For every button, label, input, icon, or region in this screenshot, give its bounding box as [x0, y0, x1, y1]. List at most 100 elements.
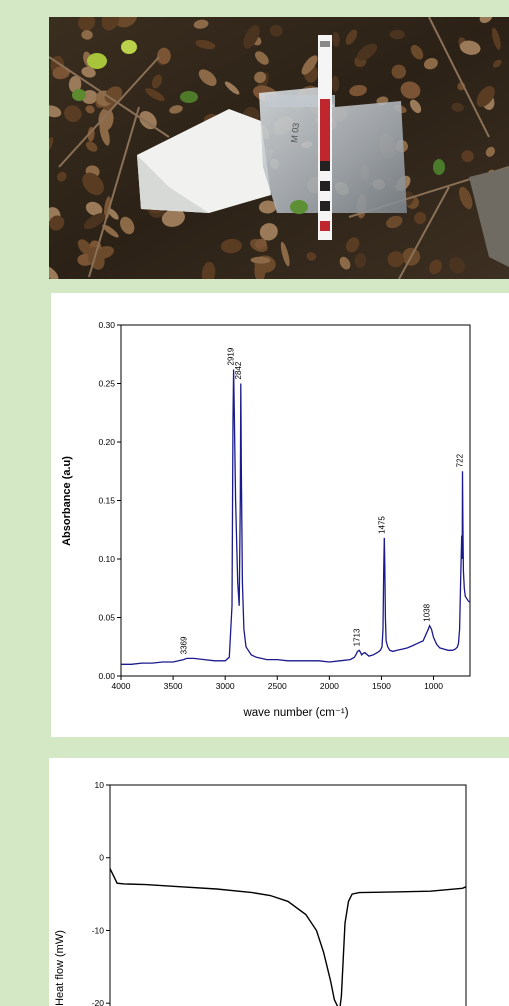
dry-leaf — [85, 201, 103, 216]
ftir-peak-label: 722 — [455, 453, 464, 467]
dsc-chart: 10 0 -10 -20 Heat flow (mW) — [54, 780, 467, 1006]
dry-leaf — [195, 39, 216, 50]
ftir-x-tick-label: 1500 — [372, 681, 391, 691]
dry-leaf — [332, 32, 340, 48]
dry-leaf — [254, 238, 267, 249]
dry-leaf — [349, 84, 367, 97]
dry-leaf — [409, 99, 422, 114]
ftir-chart: 0.00 0.05 0.10 0.15 0.20 0.25 0.30 4000 3500 300… — [61, 320, 471, 719]
dry-leaf — [102, 224, 119, 238]
dsc-heatflow-line — [109, 868, 467, 1006]
dry-leaf — [224, 81, 240, 95]
ftir-spectrum-line — [121, 369, 471, 665]
dry-leaf — [451, 102, 464, 112]
ftir-y-tick-label: 0.15 — [98, 496, 115, 506]
ftir-y-tick-label: 0.00 — [98, 671, 115, 681]
ftir-x-tick-label: 2500 — [268, 681, 287, 691]
dry-leaf — [201, 261, 216, 279]
ftir-x-tick-label: 1000 — [424, 681, 443, 691]
dry-leaf — [414, 212, 427, 225]
dry-leaf — [98, 107, 114, 131]
dsc-y-tick-label: -10 — [92, 925, 105, 935]
dry-leaf — [354, 253, 367, 268]
ftir-peak-label: 2919 — [227, 347, 236, 365]
dry-leaf — [57, 171, 67, 182]
dry-leaf — [243, 25, 260, 49]
field-photo-image: M 03 — [49, 17, 509, 279]
dry-leaf — [423, 58, 438, 70]
dry-leaf — [389, 29, 405, 40]
dry-leaf — [449, 257, 465, 274]
dsc-y-tick-label: 0 — [99, 853, 104, 863]
dry-leaf — [81, 30, 93, 40]
dry-leaf — [104, 86, 123, 104]
bag-label: M 03 — [289, 122, 301, 143]
dry-leaf — [356, 43, 378, 61]
dry-leaf — [49, 105, 62, 118]
dry-leaf — [280, 241, 290, 267]
dry-leaf — [387, 251, 404, 268]
dry-leaf — [386, 215, 403, 229]
white-sample-bag — [137, 109, 271, 213]
dry-leaf — [68, 75, 82, 93]
dry-leaf — [269, 24, 283, 37]
ftir-x-tick-label: 2000 — [320, 681, 339, 691]
dry-leaf — [345, 29, 358, 45]
dry-leaf — [139, 111, 157, 130]
dsc-y-tick-label: 10 — [95, 780, 105, 790]
ftir-y-axis-label: Absorbance (a.u) — [61, 456, 73, 546]
ftir-peak-label: 1038 — [423, 603, 432, 621]
dry-leaf — [83, 213, 106, 230]
dry-leaf — [77, 17, 96, 31]
dry-leaf — [161, 208, 185, 227]
dry-leaf — [391, 64, 406, 79]
ftir-y-tick-label: 0.30 — [98, 320, 115, 330]
dry-leaf — [52, 66, 70, 80]
ftir-x-tick-label: 4000 — [112, 681, 131, 691]
ftir-x-tick-label: 3500 — [164, 681, 183, 691]
dry-leaf — [49, 265, 59, 279]
transparent-sample-bag — [259, 87, 407, 213]
dry-leaf — [64, 105, 82, 123]
field-photo: M 03 — [49, 17, 509, 279]
ftir-plot-frame — [120, 324, 471, 677]
dry-leaf — [339, 256, 351, 270]
scale-bar — [318, 35, 332, 240]
ftir-peak-label: 2842 — [234, 361, 243, 379]
dry-leaf — [306, 252, 317, 261]
dry-leaf — [429, 259, 442, 275]
ftir-y-tick-label: 0.20 — [98, 437, 115, 447]
ftir-y-tick-label: 0.25 — [98, 379, 115, 389]
ftir-chart-panel: 0.00 0.05 0.10 0.15 0.20 0.25 0.30 4000 3500 300… — [51, 293, 509, 737]
dry-leaf — [220, 238, 242, 254]
dry-leaf — [198, 69, 217, 86]
dry-leaf — [107, 208, 119, 220]
dry-leaf — [492, 59, 502, 68]
dry-leaf — [459, 40, 481, 55]
dry-leaf — [491, 27, 501, 50]
dry-leaf — [331, 75, 340, 92]
ftir-x-axis-label: wave number (cm⁻¹) — [242, 707, 348, 719]
dry-leaf — [400, 81, 421, 99]
ftir-y-tick-label: 0.10 — [98, 554, 115, 564]
dry-leaf — [410, 44, 424, 60]
dry-leaf — [346, 237, 360, 253]
ftir-x-tick-label: 3000 — [216, 681, 235, 691]
dry-leaf — [301, 55, 318, 75]
dry-leaf — [85, 105, 95, 114]
dsc-chart-panel: 10 0 -10 -20 Heat flow (mW) — [49, 758, 509, 1006]
dry-leaf — [479, 17, 493, 23]
dry-leaf — [85, 141, 98, 152]
dry-leaf — [258, 200, 277, 214]
dsc-y-axis-label: Heat flow (mW) — [54, 930, 66, 1006]
dry-leaf — [259, 223, 278, 241]
dsc-plot-frame — [109, 784, 467, 1006]
dry-leaf — [49, 215, 65, 231]
dry-leaf — [82, 172, 104, 196]
dry-leaf — [151, 74, 162, 89]
dry-leaf — [254, 71, 267, 83]
dry-leaf — [459, 186, 473, 210]
ftir-y-tick-label: 0.05 — [98, 613, 115, 623]
dry-leaf — [145, 88, 165, 102]
dry-leaf — [81, 66, 96, 78]
